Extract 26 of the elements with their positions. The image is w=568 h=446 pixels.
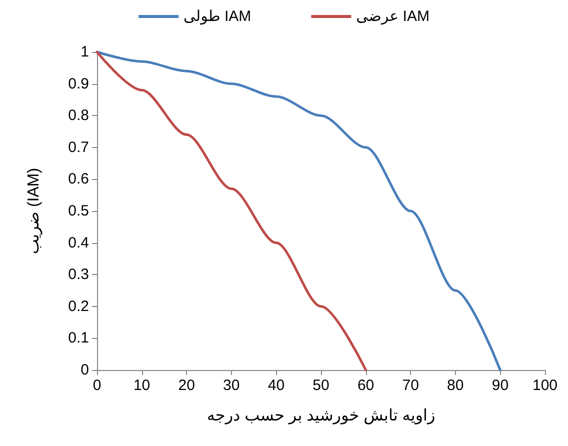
x-tick-label: 90 — [492, 377, 509, 394]
x-tick-label: 10 — [133, 377, 150, 394]
x-tick-label: 40 — [268, 377, 285, 394]
y-tick-label: 1 — [80, 44, 89, 60]
x-tick-label: 70 — [402, 377, 419, 394]
x-tick-label: 0 — [92, 377, 102, 394]
y-tick-label: 0.9 — [68, 75, 89, 92]
legend-label: طولی IAM — [184, 8, 252, 25]
x-tick-label: 60 — [357, 377, 374, 394]
y-tick-label: 0.1 — [68, 330, 89, 347]
x-tick-label: 50 — [312, 377, 330, 394]
y-tick-label: 0.2 — [68, 298, 89, 315]
x-tick-label: 80 — [447, 377, 464, 394]
y-tick-label: 0.8 — [68, 107, 89, 124]
y-tick-label: 0.4 — [68, 234, 89, 252]
y-tick-label: 0.3 — [68, 266, 89, 284]
x-tick-label: 30 — [223, 377, 240, 394]
legend-label: عرضی IAM — [356, 8, 430, 25]
x-axis-title: زاویه تابش خورشید بر حسب درجه — [206, 408, 436, 424]
y-tick-label: 0.7 — [68, 138, 89, 156]
x-tick-label: 20 — [178, 377, 195, 394]
x-tick-label: 100 — [532, 377, 558, 394]
y-tick-label: 0 — [80, 362, 89, 378]
y-axis-title: ضریب (IAM) — [26, 168, 42, 254]
y-tick-label: 0.6 — [68, 170, 89, 188]
y-tick-label: 0.5 — [68, 202, 89, 220]
